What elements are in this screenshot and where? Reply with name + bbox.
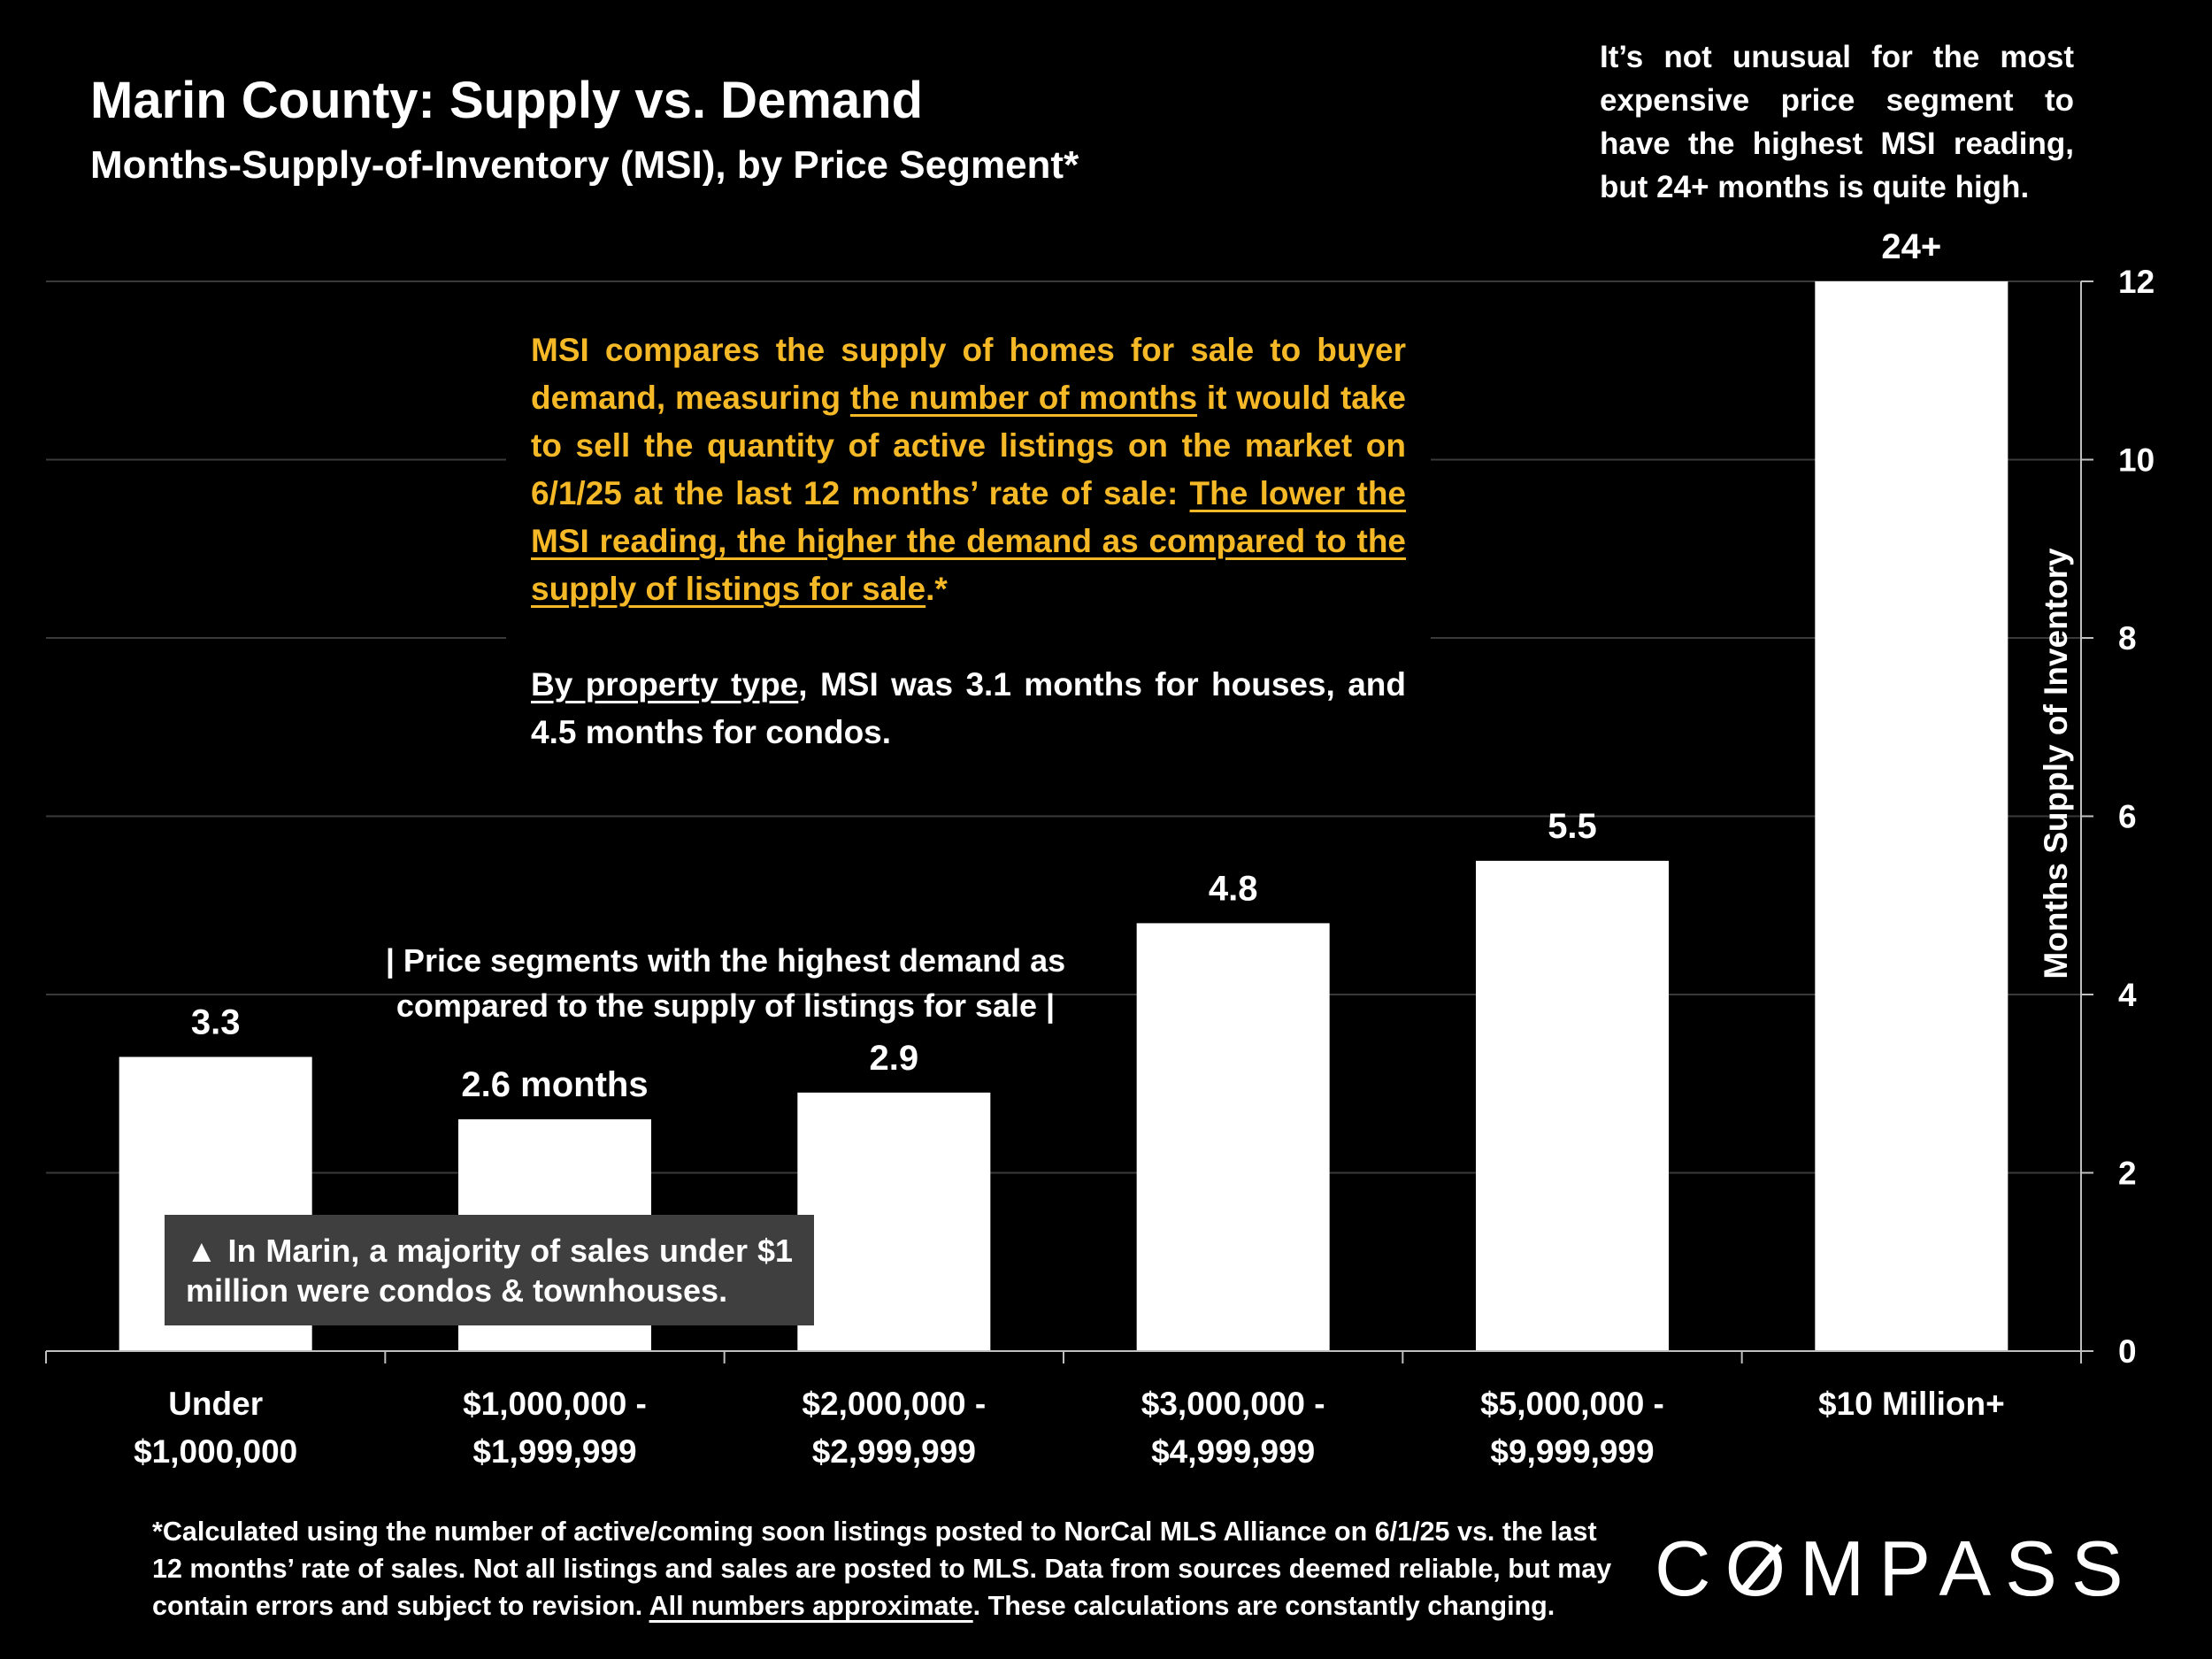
x-tick-label: $2,000,000 -$2,999,999: [802, 1386, 986, 1470]
x-tick-label: $10 Million+: [1818, 1386, 2005, 1422]
footnote: *Calculated using the number of active/c…: [152, 1517, 1612, 1621]
condo-sales-note: ▲ In Marin, a majority of sales under $1…: [165, 1215, 814, 1325]
y-tick-label: 10: [2118, 442, 2154, 479]
y-tick-label: 0: [2118, 1333, 2137, 1370]
property-type-msi: By property type, MSI was 3.1 months for…: [531, 666, 1407, 750]
bar: [797, 1092, 991, 1351]
y-axis: 0 2 4 6 8 10 12: [2080, 264, 2154, 1370]
x-tick-label: $1,000,000 -$1,999,999: [463, 1386, 647, 1470]
chart-subtitle: Months-Supply-of-Inventory (MSI), by Pri…: [90, 143, 1079, 187]
y-tick-label: 6: [2118, 799, 2137, 835]
x-tick-label: Under $1,000,000: [134, 1386, 297, 1470]
bar: [1136, 923, 1330, 1351]
y-tick-label: 12: [2118, 264, 2154, 300]
y-tick-label: 8: [2118, 620, 2137, 657]
y-tick-label: 2: [2118, 1156, 2137, 1192]
msi-definition: MSI compares the supply of homes for sal…: [531, 332, 1407, 607]
bar-data-label: 3.3: [191, 1003, 241, 1042]
x-tick-label: $3,000,000 -$4,999,999: [1141, 1386, 1325, 1470]
x-tick-label: $5,000,000 -$9,999,999: [1480, 1386, 1664, 1470]
bar-data-labels: 3.3 2.6 months 2.9 4.8 5.5 24+: [191, 227, 1941, 1104]
bar: [1815, 281, 2008, 1351]
bar-data-label: 4.8: [1209, 869, 1258, 908]
compass-logo: COMPASS: [1655, 1525, 2138, 1612]
bar-data-label: 2.9: [870, 1039, 919, 1078]
y-tick-label: 4: [2118, 977, 2137, 1013]
chart-title: Marin County: Supply vs. Demand: [90, 72, 923, 129]
y-axis-label: Months Supply of Inventory: [2038, 548, 2074, 979]
bar-data-label: 24+: [1881, 227, 1941, 266]
bar-data-label: 5.5: [1548, 807, 1597, 846]
bar-data-label: 2.6 months: [461, 1065, 648, 1104]
bar: [1476, 860, 1669, 1351]
top-annotation: It’s not unusual for the most expensive …: [1600, 40, 2074, 204]
x-axis: Under $1,000,000 $1,000,000 -$1,999,999 $2,…: [45, 1350, 2082, 1470]
msi-bar-chart: 3.3 2.6 months 2.9 4.8 5.5 24+ Under $1,000,00…: [45, 227, 2154, 1470]
msi-explanation-callout: MSI compares the supply of homes for sal…: [506, 314, 1431, 770]
highest-demand-note: | Price segments with the highest demand…: [385, 942, 1066, 1024]
